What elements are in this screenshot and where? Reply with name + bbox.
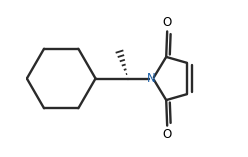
Text: N: N [147, 72, 156, 85]
Text: O: O [162, 16, 172, 29]
Text: O: O [162, 128, 172, 141]
